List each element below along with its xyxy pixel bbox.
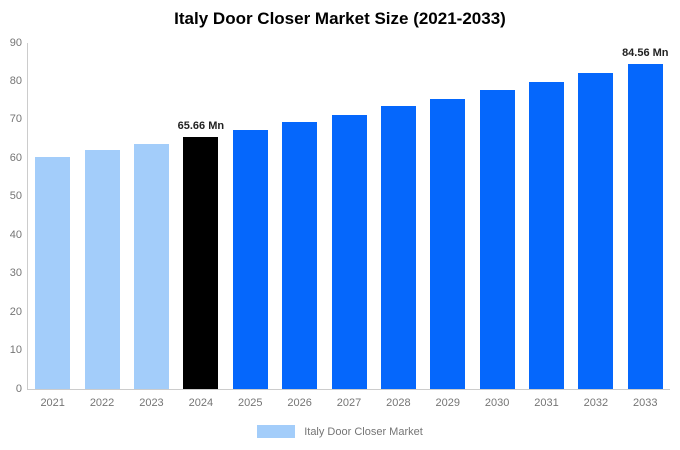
bar-2029[interactable] bbox=[430, 98, 466, 389]
y-tick-label-50: 50 bbox=[9, 190, 22, 203]
x-tick-label-2031: 2031 bbox=[534, 397, 559, 409]
y-tick-label-80: 80 bbox=[9, 74, 22, 87]
bar-annotation-2024: 65.66 Mn bbox=[177, 119, 225, 132]
x-tick-label-2027: 2027 bbox=[336, 397, 362, 409]
x-axis-line bbox=[27, 389, 670, 390]
legend-label: Italy Door Closer Market bbox=[304, 425, 423, 438]
y-tick-label-10: 10 bbox=[9, 344, 22, 357]
bar-2025[interactable] bbox=[232, 129, 268, 389]
x-tick-label-2023: 2023 bbox=[139, 397, 164, 409]
bar-2030[interactable] bbox=[479, 90, 515, 389]
bar-2032[interactable] bbox=[578, 72, 614, 389]
y-tick-label-40: 40 bbox=[9, 228, 22, 241]
x-tick-label-2024: 2024 bbox=[188, 397, 214, 409]
chart-title: Italy Door Closer Market Size (2021-2033… bbox=[174, 9, 506, 28]
y-tick-label-90: 90 bbox=[9, 36, 22, 49]
y-axis-line bbox=[27, 43, 28, 389]
legend: Italy Door Closer Market bbox=[0, 425, 680, 438]
x-tick-label-2029: 2029 bbox=[435, 397, 460, 409]
bar-2028[interactable] bbox=[380, 106, 416, 389]
bar-2027[interactable] bbox=[331, 114, 367, 389]
y-tick-label-30: 30 bbox=[9, 267, 22, 280]
bar-2031[interactable] bbox=[529, 81, 565, 389]
x-tick-label-2025: 2025 bbox=[237, 397, 263, 409]
y-tick-label-70: 70 bbox=[9, 113, 22, 126]
x-tick-label-2028: 2028 bbox=[386, 397, 411, 409]
x-tick-label-2021: 2021 bbox=[40, 397, 65, 409]
bar-2024[interactable] bbox=[183, 136, 219, 389]
x-tick-label-2032: 2032 bbox=[583, 397, 609, 409]
legend-item[interactable]: Italy Door Closer Market bbox=[257, 425, 423, 438]
bar-2033[interactable] bbox=[627, 63, 663, 389]
bar-2026[interactable] bbox=[282, 122, 318, 389]
bar-2021[interactable] bbox=[35, 156, 71, 389]
y-tick-label-20: 20 bbox=[9, 305, 22, 318]
bar-2023[interactable] bbox=[133, 143, 169, 389]
x-tick-label-2030: 2030 bbox=[484, 397, 510, 409]
y-tick-label-0: 0 bbox=[15, 382, 22, 395]
bar-annotation-2033: 84.56 Mn bbox=[622, 46, 669, 59]
x-tick-label-2022: 2022 bbox=[89, 397, 115, 409]
bar-2022[interactable] bbox=[84, 150, 120, 389]
legend-swatch-icon bbox=[257, 425, 296, 438]
x-tick-label-2033: 2033 bbox=[633, 397, 658, 409]
y-tick-label-60: 60 bbox=[9, 151, 22, 164]
x-tick-label-2026: 2026 bbox=[287, 397, 312, 409]
